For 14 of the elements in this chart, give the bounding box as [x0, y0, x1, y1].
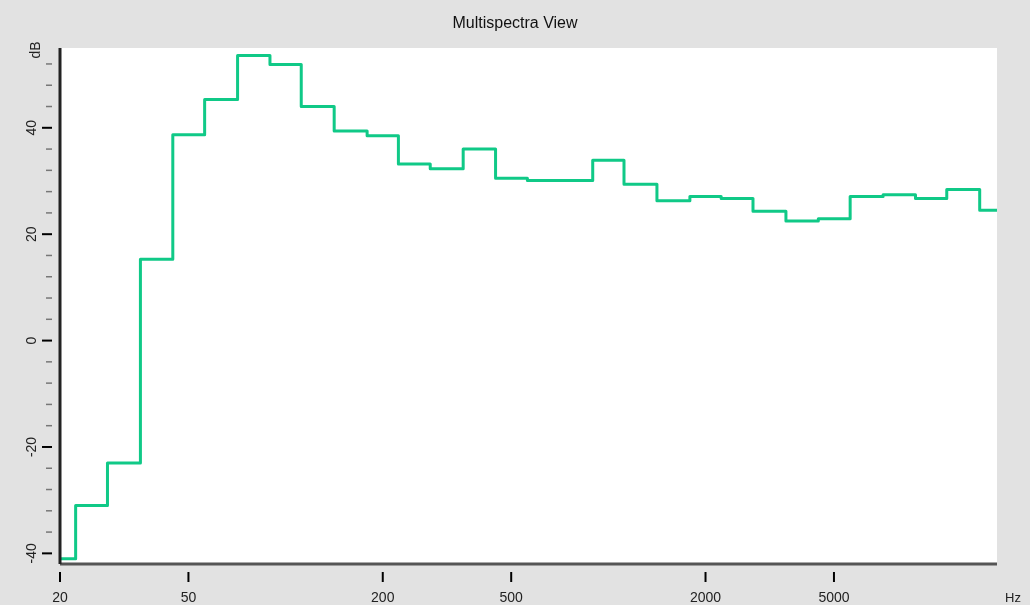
y-tick-label: -40: [23, 543, 39, 564]
y-tick-label: 0: [23, 336, 39, 345]
x-tick-label: 5000: [818, 589, 850, 605]
x-tick-label: 500: [499, 589, 524, 605]
chart-title: Multispectra View: [451, 14, 579, 32]
x-tick-label: 20: [52, 589, 68, 605]
y-axis-title: dB: [26, 41, 43, 59]
x-axis-title: Hz: [1005, 590, 1021, 605]
x-tick-label: 200: [371, 589, 395, 605]
y-tick-label: 20: [23, 226, 39, 242]
y-tick-label: -20: [23, 436, 39, 458]
x-tick-label: 50: [180, 589, 197, 605]
y-tick-label: 40: [23, 119, 39, 136]
x-tick-label: 2000: [689, 589, 722, 605]
